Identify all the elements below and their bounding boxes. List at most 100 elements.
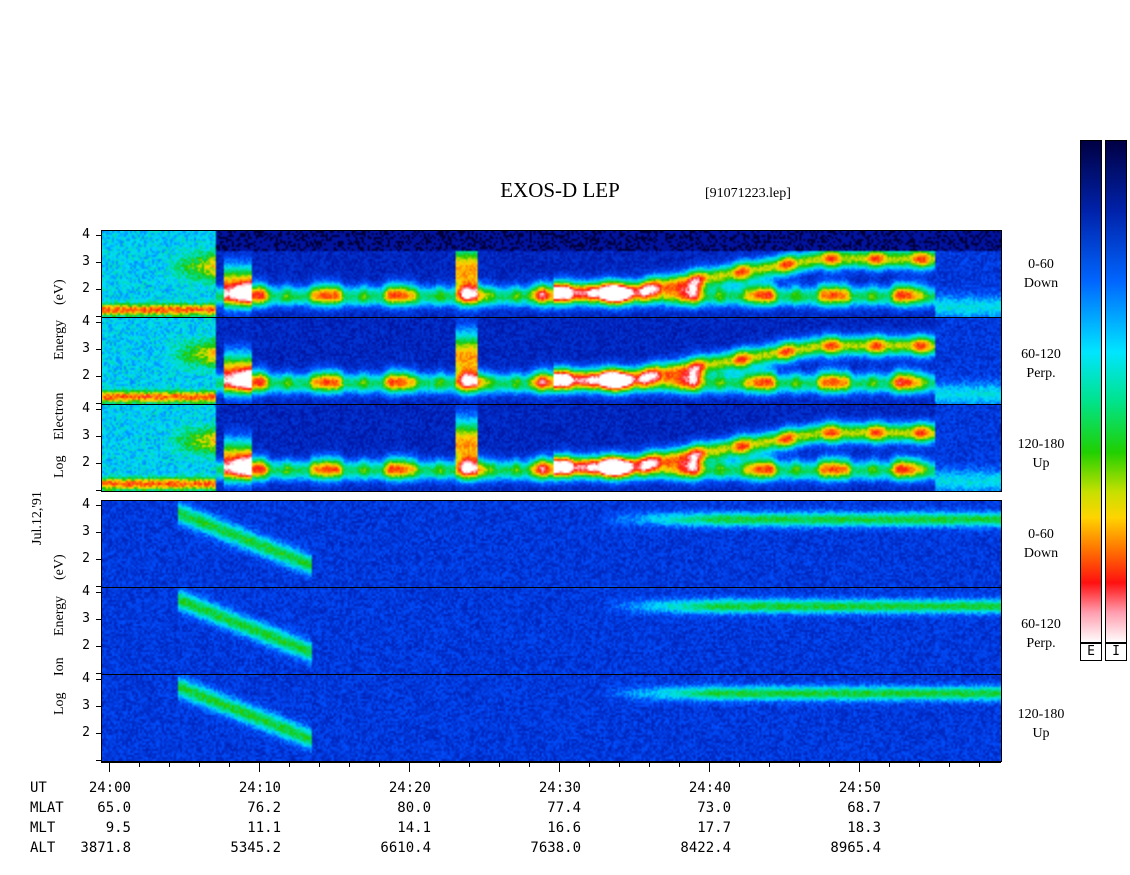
- y-tick-label: 2: [82, 455, 90, 470]
- y-tick-label: 3: [82, 698, 90, 713]
- ion-y-label-ion: Ion: [52, 657, 67, 676]
- x-tick: [829, 762, 830, 767]
- panel-label-e-down: 0-60 Down: [1006, 255, 1076, 293]
- ephemeris-alt-value: 5345.2: [230, 840, 281, 856]
- y-tick-label: 4: [82, 227, 90, 242]
- ephemeris-ut-value: 24:50: [838, 780, 881, 796]
- x-tick: [469, 762, 470, 767]
- y-tick-mark: [96, 376, 101, 377]
- y-tick-mark: [96, 289, 101, 290]
- ephemeris-mlat-value: 65.0: [97, 800, 131, 816]
- x-tick: [529, 762, 530, 767]
- panel-label-i-perp: 60-120 Perp.: [1006, 615, 1076, 653]
- electron-y-label-ev: (eV): [52, 279, 67, 305]
- x-tick: [139, 762, 140, 767]
- x-tick: [349, 762, 350, 767]
- y-tick-mark: [96, 586, 101, 587]
- y-tick-label: 2: [82, 281, 90, 296]
- electron-y-label-electron: Electron: [52, 392, 67, 440]
- spectrogram-electron-perp: [102, 318, 1001, 404]
- y-tick-label: 4: [82, 401, 90, 416]
- electron-panel-perp: [101, 317, 1002, 405]
- ephemeris-mlat-value: 77.4: [547, 800, 581, 816]
- chart-title: EXOS-D LEP: [500, 178, 620, 202]
- ephemeris-mlat-value: 76.2: [247, 800, 281, 816]
- panel-label-e-perp: 60-120 Perp.: [1006, 345, 1076, 383]
- y-tick-mark: [96, 349, 101, 350]
- y-tick-label: 4: [82, 671, 90, 686]
- spectrogram-ion-down: [102, 501, 1001, 587]
- x-axis-line: [101, 762, 1001, 763]
- ion-panel-perp: [101, 587, 1002, 675]
- ephemeris-ut-value: 24:30: [538, 780, 581, 796]
- ephemeris-ut-value: 24:00: [88, 780, 131, 796]
- y-tick-mark: [96, 322, 101, 323]
- date-label: Jul.12,'91: [30, 491, 45, 545]
- y-tick-label: 3: [82, 428, 90, 443]
- ion-panel-up: [101, 674, 1002, 762]
- direction: Perp.: [1026, 366, 1056, 381]
- ephemeris-mlat-value: 80.0: [397, 800, 431, 816]
- colorbar-ion: [1105, 140, 1127, 644]
- y-tick-mark: [96, 706, 101, 707]
- x-tick: [979, 762, 980, 767]
- y-tick-mark: [96, 646, 101, 647]
- x-tick: [799, 762, 800, 767]
- y-tick-mark: [96, 619, 101, 620]
- y-tick-label: 3: [82, 524, 90, 539]
- panel-label-i-up: 120-180 Up: [1006, 705, 1076, 743]
- ephemeris-mlt-value: 9.5: [105, 820, 131, 836]
- panel-label-i-down: 0-60 Down: [1006, 525, 1076, 563]
- spectrogram-electron-up: [102, 405, 1001, 491]
- spectrogram-ion-up: [102, 675, 1001, 761]
- x-tick: [679, 762, 680, 767]
- x-tick: [769, 762, 770, 767]
- row-name-alt: ALT: [30, 840, 56, 856]
- y-tick-mark: [96, 403, 101, 404]
- ion-y-label-log: Log: [52, 692, 67, 715]
- x-tick: [229, 762, 230, 767]
- x-tick: [259, 762, 260, 772]
- x-tick: [949, 762, 950, 767]
- y-tick-label: 2: [82, 551, 90, 566]
- direction: Perp.: [1026, 636, 1056, 651]
- x-tick: [739, 762, 740, 767]
- y-tick-mark: [96, 490, 101, 491]
- y-tick-label: 3: [82, 341, 90, 356]
- y-tick-label: 3: [82, 611, 90, 626]
- ephemeris-mlt-value: 16.6: [547, 820, 581, 836]
- electron-panel-down: [101, 230, 1002, 318]
- ephemeris-alt-value: 7638.0: [530, 840, 581, 856]
- ephemeris-mlt-value: 17.7: [697, 820, 731, 836]
- y-tick-label: 4: [82, 584, 90, 599]
- spectrogram-electron-down: [102, 231, 1001, 317]
- x-tick: [709, 762, 710, 772]
- pitch-range: 0-60: [1028, 527, 1054, 542]
- y-tick-mark: [96, 505, 101, 506]
- x-tick: [559, 762, 560, 772]
- direction: Up: [1032, 456, 1050, 471]
- x-tick: [439, 762, 440, 767]
- ephemeris-ut-value: 24:40: [688, 780, 731, 796]
- x-tick: [589, 762, 590, 767]
- y-tick-mark: [96, 760, 101, 761]
- direction: Down: [1023, 276, 1059, 291]
- x-tick: [379, 762, 380, 767]
- direction: Up: [1032, 726, 1050, 741]
- colorbar-label-i: I: [1105, 642, 1127, 661]
- ion-y-label-energy: Energy: [52, 595, 67, 636]
- ion-panel-down: [101, 500, 1002, 588]
- ephemeris-mlat-value: 68.7: [847, 800, 881, 816]
- pitch-range: 120-180: [1017, 707, 1065, 722]
- electron-y-label-energy: Energy: [52, 319, 67, 360]
- electron-y-label-log: Log: [52, 455, 67, 478]
- ephemeris-mlt-value: 11.1: [247, 820, 281, 836]
- direction: Down: [1023, 546, 1059, 561]
- ephemeris-mlat-value: 73.0: [697, 800, 731, 816]
- pitch-range: 60-120: [1021, 617, 1061, 632]
- pitch-range: 60-120: [1021, 347, 1061, 362]
- x-tick: [109, 762, 110, 772]
- file-label: [91071223.lep]: [705, 186, 791, 201]
- panel-label-e-up: 120-180 Up: [1006, 435, 1076, 473]
- ephemeris-alt-value: 6610.4: [380, 840, 431, 856]
